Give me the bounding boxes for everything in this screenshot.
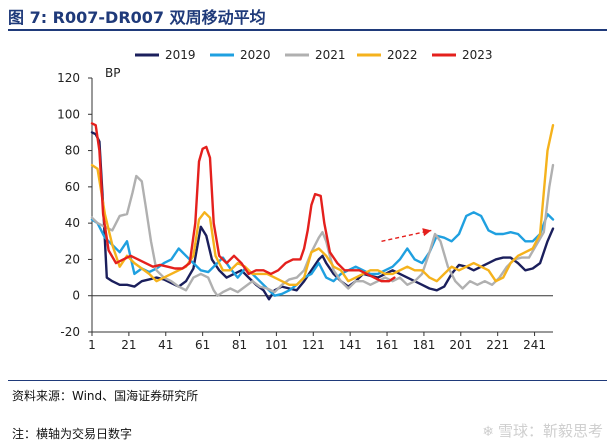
legend-label-2022: 2022 bbox=[387, 48, 418, 62]
x-tick-label: 241 bbox=[523, 338, 546, 352]
legend-label-2023: 2023 bbox=[462, 48, 493, 62]
y-tick-label: -20 bbox=[60, 325, 80, 339]
watermark-text: 雪球：靳毅思考 bbox=[497, 422, 603, 440]
title-underline bbox=[8, 29, 607, 31]
annotation-layer bbox=[381, 228, 432, 242]
series-line-2019 bbox=[90, 131, 555, 301]
x-tick-label: 121 bbox=[302, 338, 325, 352]
y-tick-label: 20 bbox=[65, 252, 80, 266]
x-tick-label: 221 bbox=[486, 338, 509, 352]
snowball-logo-icon: ❄ bbox=[482, 424, 494, 440]
series-line-2020 bbox=[90, 211, 555, 297]
watermark: ❄ 雪球：靳毅思考 bbox=[482, 420, 603, 441]
y-tick-label: 100 bbox=[57, 107, 80, 121]
series-line-2022 bbox=[90, 124, 555, 286]
x-tick-label: 101 bbox=[265, 338, 288, 352]
footer-rule bbox=[8, 380, 607, 381]
legend-label-2019: 2019 bbox=[165, 48, 196, 62]
axis-note: 注：横轴为交易日数字 bbox=[12, 427, 133, 441]
x-tick-label: 1 bbox=[88, 338, 96, 352]
series-layer bbox=[90, 122, 555, 301]
y-tick-label: 120 bbox=[57, 71, 80, 85]
y-tick-label: 60 bbox=[65, 180, 80, 194]
y-tick-label: 40 bbox=[65, 216, 80, 230]
x-tick-label: 161 bbox=[376, 338, 399, 352]
source-note: 资料来源：Wind、国海证券研究所 bbox=[12, 389, 199, 403]
trend-arrow bbox=[381, 228, 432, 242]
x-tick-label: 181 bbox=[412, 338, 435, 352]
legend-label-2020: 2020 bbox=[240, 48, 271, 62]
x-tick-label: 41 bbox=[158, 338, 173, 352]
series-line-2021 bbox=[90, 163, 555, 297]
x-tick-label: 21 bbox=[121, 338, 136, 352]
legend-label-2021: 2021 bbox=[315, 48, 346, 62]
figure-title: 图 7: R007-DR007 双周移动平均 bbox=[8, 8, 266, 27]
chart-legend: 2019 2020 2021 2022 2023 bbox=[135, 48, 493, 62]
x-tick-label: 61 bbox=[195, 338, 210, 352]
x-tick-label: 141 bbox=[339, 338, 362, 352]
y-unit-label: BP bbox=[105, 66, 120, 80]
x-tick-label: 201 bbox=[449, 338, 472, 352]
line-chart: 2019 2020 2021 2022 2023 -200204060801001201… bbox=[57, 48, 555, 352]
y-tick-label: 80 bbox=[65, 144, 80, 158]
series-line-2023 bbox=[90, 122, 396, 283]
x-tick-label: 81 bbox=[232, 338, 247, 352]
y-tick-label: 0 bbox=[72, 289, 80, 303]
